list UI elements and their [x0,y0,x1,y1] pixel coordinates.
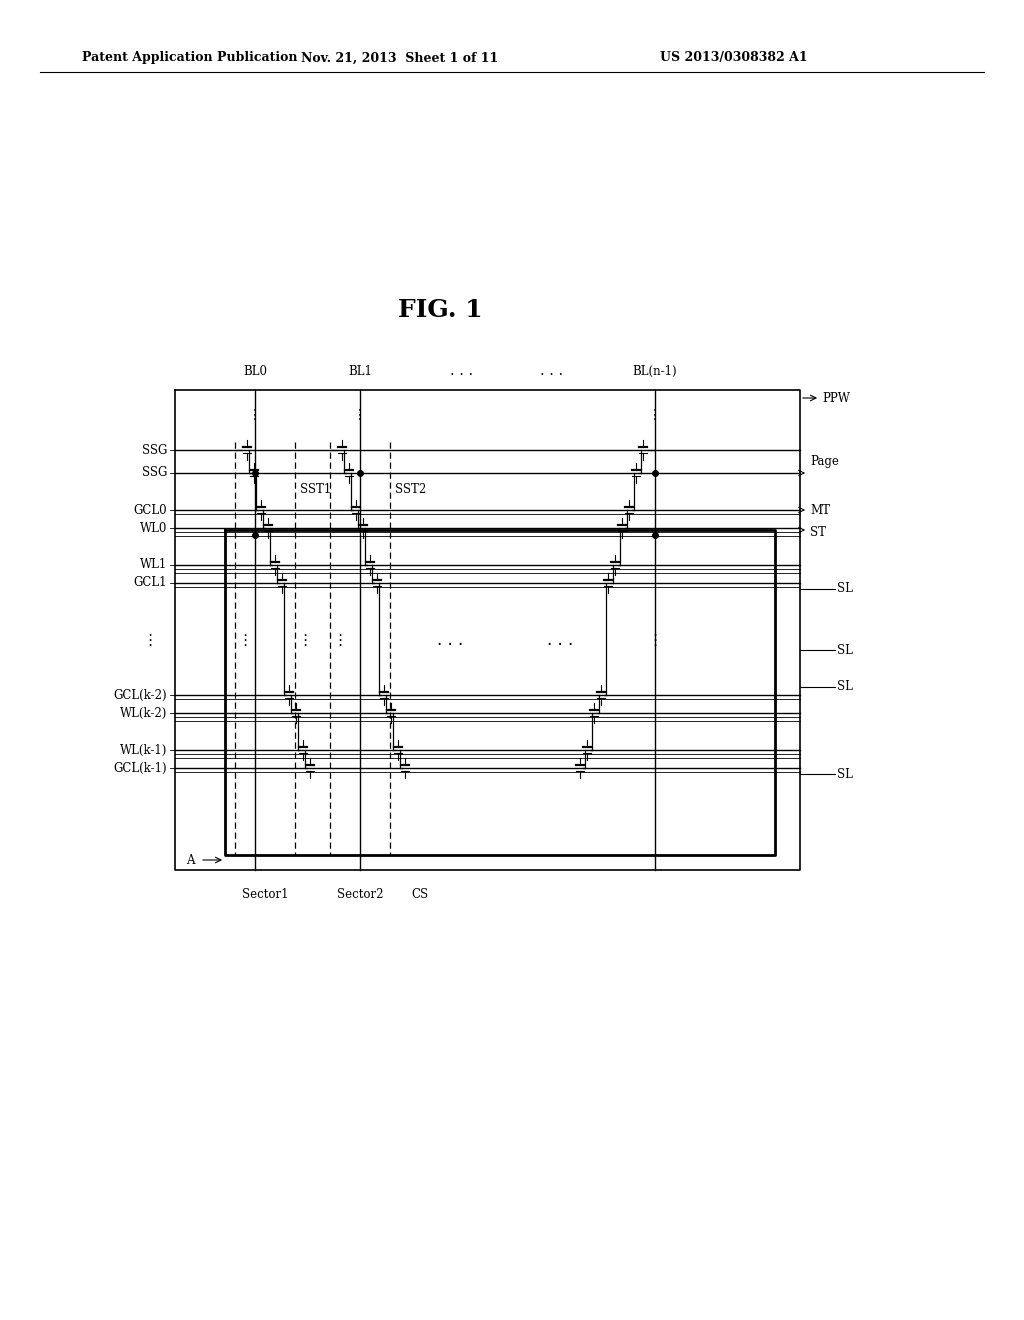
Text: . . .: . . . [451,364,473,378]
Text: . . .: . . . [541,364,563,378]
Text: SL: SL [837,582,853,595]
Text: BL1: BL1 [348,366,372,378]
Text: WL0: WL0 [139,521,167,535]
Text: FIG. 1: FIG. 1 [397,298,482,322]
Text: Page: Page [810,455,839,469]
Text: SL: SL [837,681,853,693]
Text: SSG: SSG [141,444,167,457]
Text: Sector2: Sector2 [337,888,383,902]
Text: SST2: SST2 [395,483,426,496]
Text: WL(k-1): WL(k-1) [120,743,167,756]
Text: GCL1: GCL1 [133,577,167,590]
Text: Sector1: Sector1 [242,888,288,902]
Text: GCL0: GCL0 [133,503,167,516]
Text: BL(n-1): BL(n-1) [633,366,677,378]
Text: PPW: PPW [822,392,850,404]
Text: SSG: SSG [141,466,167,479]
Text: . . .: . . . [437,631,463,649]
Text: Nov. 21, 2013  Sheet 1 of 11: Nov. 21, 2013 Sheet 1 of 11 [301,51,499,65]
Text: ⋮: ⋮ [297,632,312,648]
Text: ⋮: ⋮ [648,408,662,422]
Text: SL: SL [837,644,853,656]
Text: . . .: . . . [547,631,573,649]
Text: BL0: BL0 [243,366,267,378]
Text: SL: SL [837,767,853,780]
Text: MT: MT [810,504,830,517]
Text: WL1: WL1 [139,558,167,572]
Text: ST: ST [810,527,826,540]
Text: CS: CS [412,888,429,902]
Text: ⋮: ⋮ [248,408,262,422]
Text: SST1: SST1 [300,483,331,496]
Text: Patent Application Publication: Patent Application Publication [82,51,298,65]
Text: GCL(k-2): GCL(k-2) [114,689,167,701]
Text: US 2013/0308382 A1: US 2013/0308382 A1 [660,51,808,65]
Text: ⋮: ⋮ [353,408,367,422]
Text: A: A [186,854,195,866]
Text: ⋮: ⋮ [142,632,158,648]
Text: ⋮: ⋮ [238,632,253,648]
Text: ⋮: ⋮ [333,632,347,648]
Text: ⋮: ⋮ [647,632,663,648]
Text: GCL(k-1): GCL(k-1) [114,762,167,775]
Text: WL(k-2): WL(k-2) [120,706,167,719]
